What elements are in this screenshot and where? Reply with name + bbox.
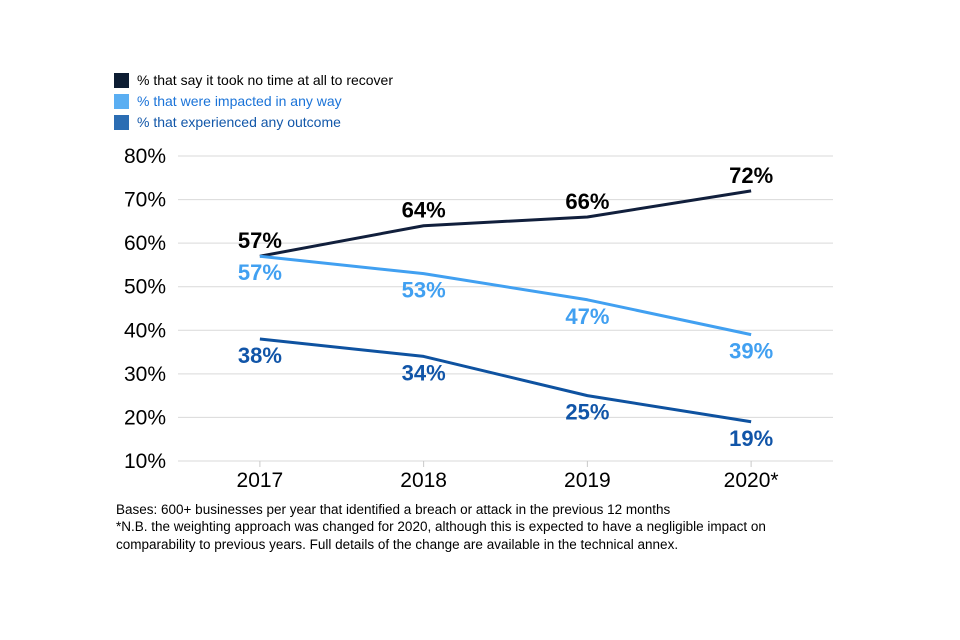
y-axis-tick-label: 60% (124, 232, 166, 255)
y-axis-tick-label: 20% (124, 406, 166, 429)
data-label: 47% (565, 304, 609, 329)
data-label: 57% (238, 228, 282, 253)
legend-swatch-icon (114, 115, 129, 130)
data-label: 38% (238, 343, 282, 368)
data-label: 57% (238, 260, 282, 285)
legend-label: % that experienced any outcome (137, 114, 341, 130)
data-label: 64% (402, 198, 446, 223)
legend-swatch-icon (114, 94, 129, 109)
legend-item-2: % that experienced any outcome (114, 112, 393, 133)
data-label: 72% (729, 163, 773, 188)
y-axis-tick-label: 80% (124, 145, 166, 168)
series-line-0 (259, 189, 752, 258)
legend-item-0: % that say it took no time at all to rec… (114, 70, 393, 91)
x-axis-tick-label: 2017 (237, 469, 284, 492)
x-axis-tick-label: 2018 (400, 469, 447, 492)
legend-swatch-icon (114, 73, 129, 88)
weighting-note-line-1: *N.B. the weighting approach was changed… (116, 519, 766, 535)
y-axis-tick-label: 10% (124, 450, 166, 473)
chart-legend: % that say it took no time at all to rec… (114, 70, 393, 133)
y-axis-tick-label: 70% (124, 189, 166, 212)
chart-footnotes: Bases: 600+ businesses per year that ide… (116, 501, 766, 553)
y-axis-tick-label: 50% (124, 276, 166, 299)
y-axis-tick-label: 30% (124, 363, 166, 386)
data-label: 39% (729, 339, 773, 364)
series-line-2 (259, 337, 752, 424)
legend-label: % that say it took no time at all to rec… (137, 72, 394, 88)
data-label: 53% (402, 278, 446, 303)
legend-item-1: % that were impacted in any way (114, 91, 393, 112)
x-axis-tick-label: 2019 (564, 469, 611, 492)
data-label: 34% (402, 360, 446, 385)
data-label: 66% (565, 189, 609, 214)
data-label: 19% (729, 426, 773, 451)
weighting-note-line-2: comparability to previous years. Full de… (116, 536, 679, 552)
legend-label: % that were impacted in any way (137, 93, 342, 109)
base-note: Bases: 600+ businesses per year that ide… (116, 502, 671, 517)
series-line-1 (259, 254, 752, 337)
y-axis-tick-label: 40% (124, 319, 166, 342)
x-axis-tick-label: 2020* (724, 469, 779, 492)
data-label: 25% (565, 400, 609, 425)
